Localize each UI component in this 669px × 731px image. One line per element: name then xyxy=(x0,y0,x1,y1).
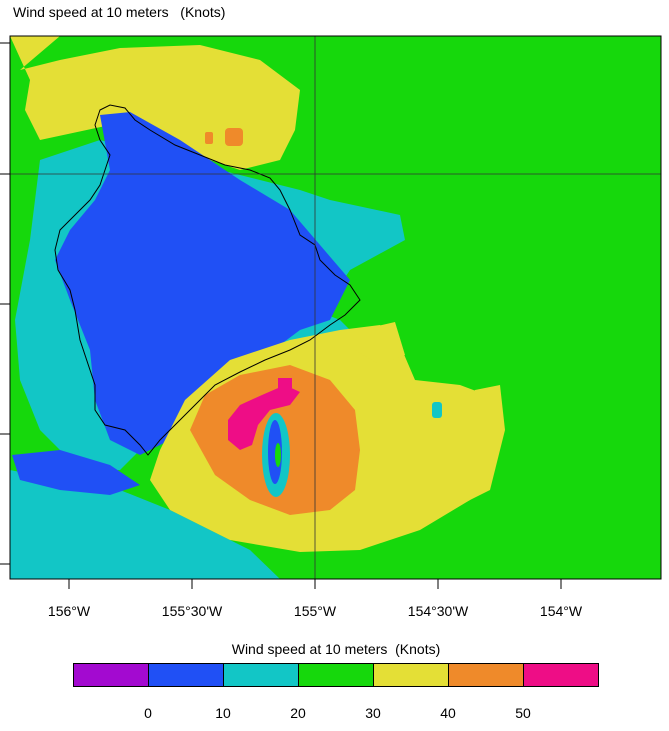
colorbar-box xyxy=(299,664,374,686)
colorbar-label: 0 xyxy=(144,705,152,721)
wind-speed-map xyxy=(0,35,662,589)
colorbar xyxy=(73,663,599,687)
colorbar-label: 10 xyxy=(215,705,231,721)
map-frame xyxy=(9,35,662,580)
x-tick-label-155w: 155°W xyxy=(293,603,337,619)
colorbar-label: 40 xyxy=(440,705,456,721)
x-tick-label-154-30w: 154°30'W xyxy=(407,603,469,619)
wind-zone-green-eye-fleck xyxy=(275,443,281,467)
colorbar-box xyxy=(374,664,449,686)
wind-zone-magenta-2 xyxy=(278,378,292,388)
wind-zone-yellow-east xyxy=(355,322,405,365)
hurricane-eye xyxy=(268,420,282,484)
wind-zone-yellow-east-2 xyxy=(440,385,505,505)
wind-zone-cyan-southwest xyxy=(10,470,280,579)
plot-title: Wind speed at 10 meters (Knots) xyxy=(13,4,226,20)
wind-zone-orange-north-2 xyxy=(205,132,213,144)
colorbar-box xyxy=(224,664,299,686)
wind-zone-yellow-north-2 xyxy=(20,36,55,55)
wind-zone-blue-island xyxy=(55,112,350,455)
colorbar-label: 20 xyxy=(290,705,306,721)
x-tick-label-156w: 156°W xyxy=(47,603,91,619)
x-tick-label-154w: 154°W xyxy=(539,603,583,619)
island-coastline xyxy=(54,104,361,456)
colorbar-label: 30 xyxy=(365,705,381,721)
colorbar-box xyxy=(149,664,224,686)
colorbar-label: 50 xyxy=(515,705,531,721)
wind-zone-blue-southwest xyxy=(12,450,140,495)
x-tick-label-155-30w: 155°30'W xyxy=(161,603,223,619)
wind-zone-orange-north xyxy=(225,128,243,146)
wind-zone-magenta xyxy=(228,385,300,450)
y-axis-ticks xyxy=(0,42,10,565)
x-axis-ticks xyxy=(68,579,562,589)
colorbar-title: Wind speed at 10 meters (Knots) xyxy=(231,641,441,657)
colorbar-box xyxy=(524,664,598,686)
colorbar-box xyxy=(74,664,149,686)
wind-zone-cyan-spot xyxy=(432,402,442,418)
colorbar-box xyxy=(449,664,524,686)
